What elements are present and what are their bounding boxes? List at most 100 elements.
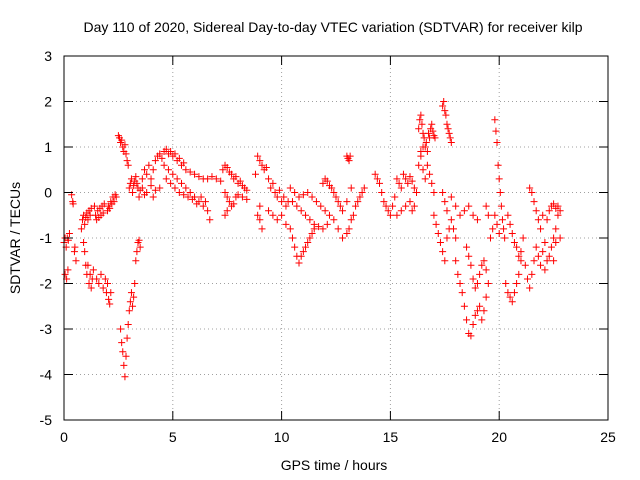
data-point [436, 239, 444, 247]
data-point [550, 257, 558, 265]
data-point [136, 243, 144, 251]
data-point [347, 216, 355, 224]
data-point [528, 189, 536, 196]
data-point [84, 216, 92, 224]
data-point [452, 234, 460, 242]
data-point [228, 170, 236, 178]
data-point [441, 257, 449, 265]
data-point [124, 161, 132, 169]
data-point [80, 239, 88, 247]
data-point [122, 352, 130, 360]
data-point [184, 193, 192, 201]
data-point [310, 220, 318, 228]
data-point [415, 161, 423, 169]
grid [64, 56, 608, 420]
data-point [550, 234, 558, 242]
data-point [541, 239, 549, 247]
data-point [482, 202, 490, 210]
data-point [135, 236, 143, 244]
data-point [278, 211, 286, 219]
data-point [302, 243, 310, 251]
data-point [212, 175, 220, 183]
data-point [105, 295, 113, 303]
data-point [61, 270, 69, 278]
data-point [408, 207, 416, 215]
data-point [167, 179, 175, 187]
data-point [256, 202, 264, 210]
data-point [408, 177, 416, 185]
data-point [447, 138, 455, 146]
data-point [410, 202, 418, 210]
data-point [81, 248, 89, 256]
data-point [117, 325, 125, 333]
data-point [501, 234, 509, 242]
x-tick-label: 25 [600, 429, 616, 445]
data-point [182, 166, 190, 174]
x-tick-label: 15 [383, 429, 399, 445]
data-point [282, 202, 290, 210]
data-point [182, 184, 190, 192]
data-point [534, 252, 542, 260]
data-point [556, 234, 564, 242]
data-point [156, 184, 164, 192]
data-point [513, 280, 521, 287]
data-point [376, 179, 384, 187]
chart-title: Day 110 of 2020, Sidereal Day-to-day VTE… [83, 19, 582, 35]
data-point [265, 207, 273, 215]
data-point [495, 175, 503, 183]
data-point [69, 200, 77, 208]
data-point [325, 211, 333, 219]
data-point [496, 189, 504, 196]
data-point [201, 198, 209, 206]
data-point [84, 261, 92, 269]
data-point [120, 361, 128, 369]
data-point [422, 138, 430, 146]
data-point [552, 225, 560, 233]
data-point [175, 189, 183, 196]
data-point [99, 284, 107, 292]
data-point [151, 186, 159, 194]
data-point [429, 127, 437, 135]
data-point [467, 332, 475, 340]
data-point [343, 198, 351, 206]
data-point [186, 168, 194, 176]
data-point [532, 243, 540, 251]
data-point [132, 257, 140, 265]
data-point [476, 270, 484, 278]
data-point [469, 275, 477, 283]
data-point [478, 261, 486, 269]
data-series [60, 98, 564, 381]
data-point [410, 184, 418, 192]
data-point [504, 289, 512, 297]
data-point [456, 211, 464, 219]
data-point [447, 216, 455, 224]
data-point [95, 280, 103, 287]
data-point [308, 193, 316, 201]
data-point [312, 198, 320, 206]
data-point [141, 191, 149, 199]
data-point [508, 298, 516, 306]
data-point [417, 148, 425, 156]
data-point [349, 211, 357, 219]
data-point [321, 207, 329, 215]
data-point [121, 141, 129, 149]
data-point [70, 248, 78, 256]
data-point [258, 161, 266, 169]
data-point [443, 120, 451, 128]
data-point [204, 175, 212, 183]
x-tick-label: 0 [60, 429, 68, 445]
data-point [480, 307, 488, 315]
data-point [406, 173, 414, 181]
data-point [160, 161, 168, 169]
data-point [306, 234, 314, 242]
data-point [328, 184, 336, 192]
data-point [460, 302, 468, 310]
data-point [537, 225, 545, 233]
data-point [360, 184, 368, 192]
data-point [482, 266, 490, 274]
data-point [393, 211, 401, 219]
data-point [124, 320, 132, 328]
data-point [417, 111, 425, 119]
data-point [125, 184, 133, 192]
data-point [186, 189, 194, 196]
